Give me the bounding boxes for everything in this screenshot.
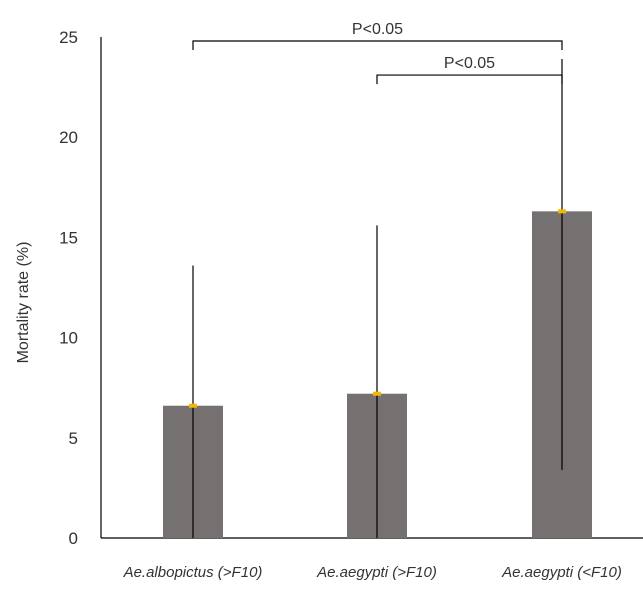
x-tick-label: Ae.albopictus (>F10) [123,564,263,581]
mean-marker [558,209,566,214]
significance-label: P<0.05 [352,21,403,38]
significance-group: P<0.05 P<0.05 [192,21,563,85]
y-tick-label: 0 [69,529,78,548]
y-tick-label: 20 [59,128,78,147]
significance-bracket [376,74,563,85]
x-tick-label: Ae.aegypti (<F10) [501,564,622,581]
y-tick-label: 15 [59,228,78,247]
x-tick-label: Ae.aegypti (>F10) [316,564,437,581]
significance-label: P<0.05 [444,55,495,72]
mean-marker [189,403,197,408]
y-tick-label: 10 [59,329,78,348]
y-tick-label: 5 [69,429,78,448]
labels-group: 0 5 10 15 20 25 Mortality rate (%) Ae.albopictu… [15,28,622,581]
y-axis-title: Mortality rate (%) [15,242,32,364]
significance-bracket [192,40,563,51]
y-tick-label: 25 [59,28,78,47]
error-bars-group [189,59,566,538]
mean-marker [373,391,381,396]
